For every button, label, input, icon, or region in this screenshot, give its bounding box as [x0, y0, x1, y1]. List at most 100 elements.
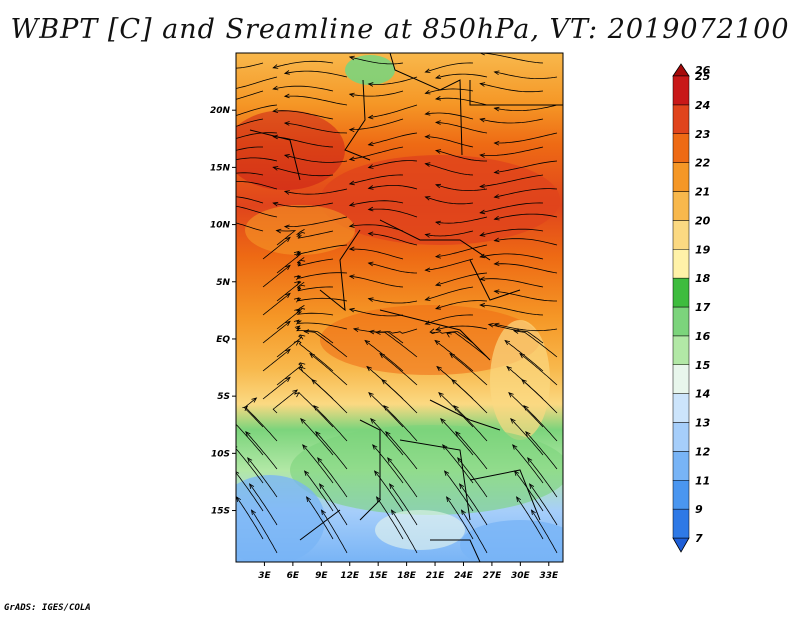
streamline [349, 308, 404, 317]
x-tick-label: 3E [258, 571, 271, 581]
streamline [527, 457, 558, 498]
streamline-arrow [455, 431, 461, 437]
streamline-arrow [367, 185, 374, 190]
streamline-arrow [285, 236, 291, 242]
colorbar-label: 18 [695, 272, 711, 285]
streamline-arrow [479, 232, 486, 237]
streamline-arrow [293, 340, 300, 346]
streamline-arrow [424, 134, 431, 139]
y-tick-label: 10S [211, 449, 230, 459]
streamline [435, 73, 488, 79]
cool-patch-lakes [490, 320, 550, 440]
streamline [276, 252, 302, 274]
colorbar-label: 12 [695, 445, 711, 458]
streamline [262, 377, 291, 400]
streamline-arrow [219, 195, 224, 199]
colorbar-label: 7 [695, 532, 703, 545]
streamline-arrow [306, 496, 312, 502]
streamline [435, 244, 488, 258]
streamline [245, 431, 278, 470]
streamline [349, 224, 404, 232]
colorbar-label: 25 [695, 70, 711, 83]
streamline-arrow [293, 319, 300, 325]
streamline [284, 188, 348, 195]
pale-zone-south [375, 510, 465, 550]
streamline [435, 184, 488, 192]
streamline [425, 136, 474, 148]
colorbar-swatch [672, 277, 690, 308]
colorbar-label: 22 [695, 157, 711, 170]
colorbar-label: 23 [695, 128, 711, 141]
colorbar-bottom-arrow [672, 537, 690, 553]
streamline [379, 353, 418, 386]
streamline [247, 457, 278, 498]
colorbar-swatch [672, 480, 690, 510]
country-borders [249, 53, 563, 562]
streamline [494, 104, 558, 111]
streamline-arrow [459, 483, 465, 489]
streamline [429, 331, 474, 344]
streamline-arrow [443, 470, 450, 476]
streamline-arrow [231, 158, 236, 162]
streamline-arrow [374, 330, 381, 335]
streamline-arrow [493, 169, 500, 175]
streamline-arrow [493, 289, 500, 294]
colorbar-label: 16 [695, 330, 711, 343]
streamline [514, 470, 544, 512]
streamline-arrow [436, 365, 442, 372]
streamline [236, 104, 278, 117]
streamline-arrow [385, 431, 391, 437]
streamline [435, 150, 487, 162]
streamline [425, 163, 474, 176]
streamline-arrow [389, 483, 395, 489]
streamline-arrow [348, 223, 355, 228]
cool-patch-west [245, 205, 355, 255]
streamline-arrow [348, 55, 355, 61]
streamline [236, 76, 278, 89]
streamline-arrow [293, 392, 300, 398]
streamline-arrow [299, 281, 306, 287]
streamline-arrow [293, 250, 300, 256]
colorbar-swatch [672, 249, 690, 279]
streamline [296, 319, 348, 330]
streamline-arrow [479, 117, 486, 123]
streamline-arrow [424, 233, 431, 238]
streamline-arrow [479, 209, 486, 215]
streamline-arrow [479, 153, 486, 158]
streamline-arrow [424, 162, 431, 167]
colorbar-swatch [672, 104, 690, 134]
streamline-arrow [435, 183, 442, 189]
streamline-arrow [424, 89, 431, 95]
streamline [446, 496, 474, 540]
streamline-arrow [303, 470, 310, 476]
streamline [273, 166, 334, 177]
streamline-arrow [434, 253, 441, 259]
streamline [480, 304, 544, 316]
streamline [276, 281, 302, 302]
streamline [435, 97, 488, 106]
x-tick-label: 21E [426, 571, 446, 581]
x-tick-label: 15E [369, 571, 389, 581]
streamline-arrow [434, 339, 440, 346]
streamline-arrow [272, 64, 279, 69]
streamline-arrow [434, 281, 442, 287]
streamline [364, 340, 404, 372]
streamline [236, 496, 264, 540]
streamline [383, 405, 418, 442]
streamline-arrow [247, 457, 253, 463]
y-tick-label: 5S [217, 392, 230, 402]
streamline-arrow [294, 308, 300, 314]
streamline [455, 431, 488, 470]
x-tick-label: 30E [511, 571, 531, 581]
x-tick-label: 12E [340, 571, 360, 581]
streamline-arrow [348, 274, 355, 279]
colorbar-swatch [672, 335, 690, 365]
streamline-arrow [348, 92, 355, 98]
colorbar-swatch [672, 451, 690, 481]
streamline [376, 496, 404, 540]
streamline [391, 509, 418, 554]
streamline [311, 379, 348, 414]
streamline-arrow [372, 444, 378, 450]
streamline [368, 208, 418, 218]
streamline-arrow [272, 85, 279, 91]
